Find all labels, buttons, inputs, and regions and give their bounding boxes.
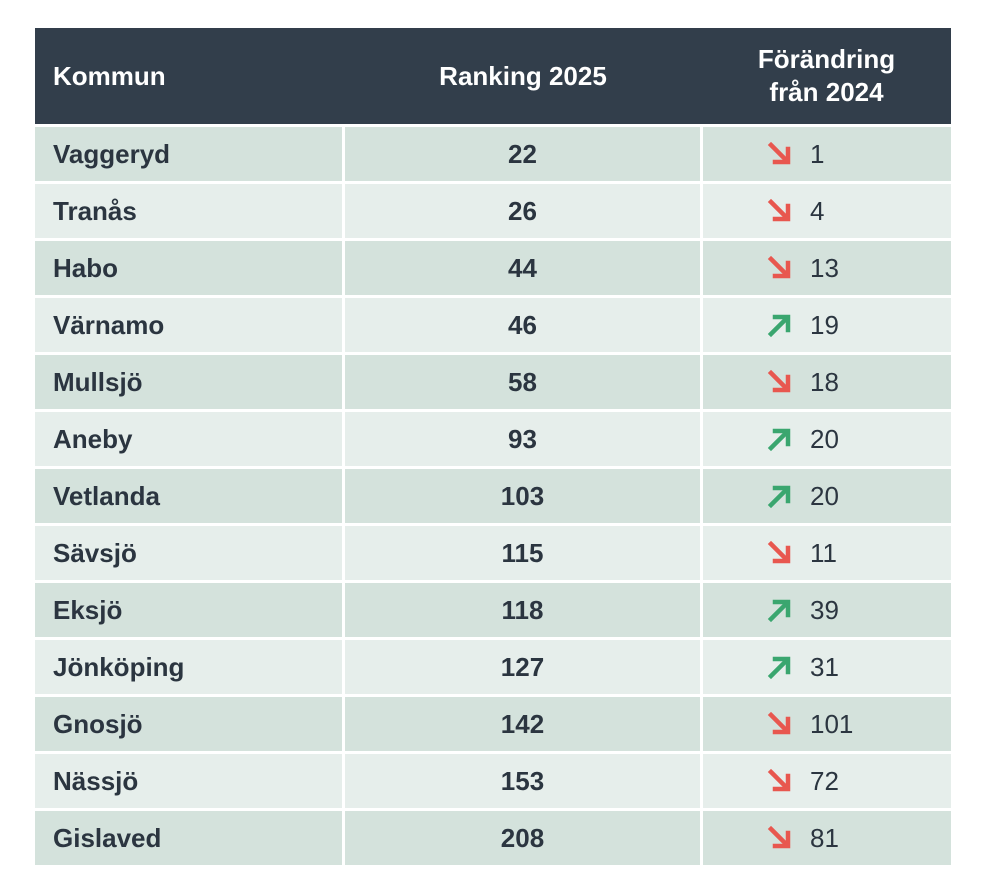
cell-change: 20	[703, 469, 951, 523]
change-value: 4	[810, 195, 825, 226]
cell-ranking: 142	[345, 697, 700, 751]
arrow-up-right-icon	[767, 599, 791, 623]
table-row: Habo 44 13	[35, 241, 951, 295]
cell-change: 31	[703, 640, 951, 694]
arrow-up-right-icon	[767, 314, 791, 338]
cell-change: 72	[703, 754, 951, 808]
cell-ranking: 118	[345, 583, 700, 637]
change-value: 19	[810, 309, 839, 340]
cell-ranking: 44	[345, 241, 700, 295]
cell-ranking: 22	[345, 127, 700, 181]
table-row: Tranås 26 4	[35, 184, 951, 238]
change-value: 101	[810, 708, 854, 739]
cell-ranking: 208	[345, 811, 700, 865]
cell-change: 13	[703, 241, 951, 295]
cell-kommun: Vetlanda	[35, 469, 342, 523]
arrow-down-right-icon	[767, 255, 791, 279]
arrow-down-right-icon	[767, 711, 791, 735]
cell-change: 1	[703, 127, 951, 181]
change-value: 31	[810, 651, 839, 682]
change-value: 11	[810, 537, 837, 568]
header-kommun: Kommun	[53, 60, 166, 91]
arrow-down-right-icon	[767, 141, 791, 165]
cell-kommun: Gislaved	[35, 811, 342, 865]
arrow-up-right-icon	[767, 485, 791, 509]
table-row: Sävsjö 115 11	[35, 526, 951, 580]
change-value: 72	[810, 765, 839, 796]
header-change: Förändring från 2024	[702, 28, 951, 124]
cell-change: 101	[703, 697, 951, 751]
cell-ranking: 46	[345, 298, 700, 352]
change-value: 13	[810, 252, 839, 283]
cell-ranking: 58	[345, 355, 700, 409]
cell-kommun: Habo	[35, 241, 342, 295]
table-row: Mullsjö 58 18	[35, 355, 951, 409]
table-row: Gnosjö 142 101	[35, 697, 951, 751]
cell-change: 81	[703, 811, 951, 865]
table-row: Vaggeryd 22 1	[35, 127, 951, 181]
arrow-down-right-icon	[767, 369, 791, 393]
cell-kommun: Vaggeryd	[35, 127, 342, 181]
cell-change: 18	[703, 355, 951, 409]
change-value: 20	[810, 480, 839, 511]
header-ranking: Ranking 2025	[439, 60, 607, 91]
cell-change: 19	[703, 298, 951, 352]
table-row: Nässjö 153 72	[35, 754, 951, 808]
change-value: 39	[810, 594, 839, 625]
table-row: Gislaved 208 81	[35, 811, 951, 865]
change-value: 1	[810, 138, 825, 169]
cell-change: 11	[703, 526, 951, 580]
table-row: Aneby 93 20	[35, 412, 951, 466]
cell-kommun: Mullsjö	[35, 355, 342, 409]
cell-change: 39	[703, 583, 951, 637]
header-change-line1: Förändring	[757, 44, 896, 74]
change-value: 20	[810, 423, 839, 454]
cell-kommun: Sävsjö	[35, 526, 342, 580]
arrow-up-right-icon	[767, 656, 791, 680]
cell-kommun: Nässjö	[35, 754, 342, 808]
arrow-down-right-icon	[767, 825, 791, 849]
arrow-down-right-icon	[767, 540, 791, 564]
cell-kommun: Aneby	[35, 412, 342, 466]
cell-ranking: 103	[345, 469, 700, 523]
cell-ranking: 127	[345, 640, 700, 694]
arrow-up-right-icon	[767, 428, 791, 452]
cell-ranking: 115	[345, 526, 700, 580]
cell-ranking: 153	[345, 754, 700, 808]
cell-kommun: Tranås	[35, 184, 342, 238]
cell-kommun: Eksjö	[35, 583, 342, 637]
table-row: Eksjö 118 39	[35, 583, 951, 637]
table-header: Kommun Ranking 2025 Förändring från 2024	[35, 28, 951, 124]
arrow-down-right-icon	[767, 768, 791, 792]
change-value: 81	[810, 822, 839, 853]
table-row: Värnamo 46 19	[35, 298, 951, 352]
ranking-table: Kommun Ranking 2025 Förändring från 2024…	[35, 28, 951, 865]
cell-ranking: 26	[345, 184, 700, 238]
table-row: Jönköping 127 31	[35, 640, 951, 694]
cell-kommun: Jönköping	[35, 640, 342, 694]
cell-ranking: 93	[345, 412, 700, 466]
table-row: Vetlanda 103 20	[35, 469, 951, 523]
cell-change: 20	[703, 412, 951, 466]
arrow-down-right-icon	[767, 198, 791, 222]
cell-kommun: Värnamo	[35, 298, 342, 352]
cell-change: 4	[703, 184, 951, 238]
cell-kommun: Gnosjö	[35, 697, 342, 751]
header-change-line2: från 2024	[769, 77, 884, 107]
change-value: 18	[810, 366, 839, 397]
table-body: Vaggeryd 22 1 Tranås 26 4 Habo 44 13 Värnamo 46 19 M…	[35, 127, 951, 865]
